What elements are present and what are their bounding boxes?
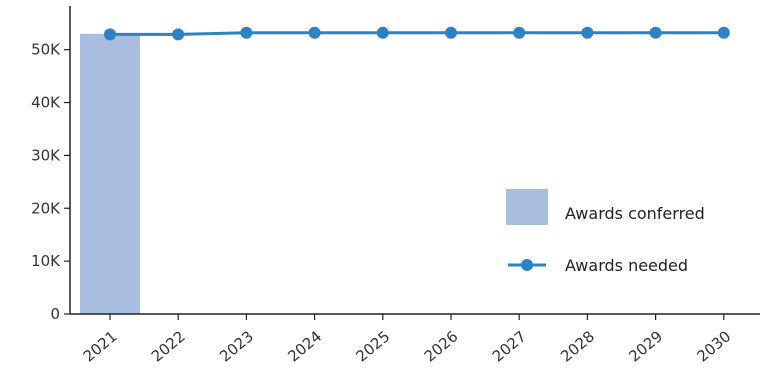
- point-2027: [513, 26, 526, 39]
- x-tick-label: 2024: [284, 327, 325, 365]
- point-2030: [717, 26, 730, 39]
- x-tick-label: 2022: [148, 327, 189, 365]
- x-tick-label: 2021: [80, 327, 121, 365]
- point-2024: [308, 26, 321, 39]
- x-tick-label: 2028: [557, 327, 598, 365]
- x-tick-label: 2030: [694, 327, 735, 365]
- axes: 0 10K 20K 30K 40K 50K 2021 2022 2023 2024 2025 2026…: [31, 6, 760, 366]
- point-2028: [581, 26, 594, 39]
- x-tick-label: 2025: [353, 327, 394, 365]
- point-2025: [376, 26, 389, 39]
- bar-2021: [80, 33, 140, 314]
- point-2029: [649, 26, 662, 39]
- plot-area: [80, 26, 730, 314]
- x-tick-label: 2027: [489, 327, 530, 365]
- x-tick-label: 2026: [421, 327, 462, 365]
- point-2023: [240, 26, 253, 39]
- legend: Awards conferred Awards needed: [506, 189, 705, 275]
- y-tick-label: 20K: [31, 199, 61, 217]
- point-2022: [172, 28, 185, 41]
- point-2026: [445, 26, 457, 39]
- legend-label-awards-conferred: Awards conferred: [565, 204, 705, 223]
- legend-label-awards-needed: Awards needed: [565, 256, 688, 275]
- y-tick-label: 40K: [31, 94, 61, 112]
- x-tick-label: 2023: [216, 327, 257, 365]
- legend-swatch-awards-conferred: [506, 189, 548, 225]
- point-2021: [104, 28, 116, 41]
- x-tick-label: 2029: [625, 327, 666, 365]
- legend-marker-awards-needed: [521, 259, 533, 271]
- y-tick-label: 10K: [31, 252, 61, 270]
- y-tick-label: 0: [50, 305, 60, 323]
- awards-needed-line: [110, 31, 724, 36]
- y-tick-label: 30K: [31, 146, 61, 164]
- y-tick-label: 50K: [31, 41, 61, 59]
